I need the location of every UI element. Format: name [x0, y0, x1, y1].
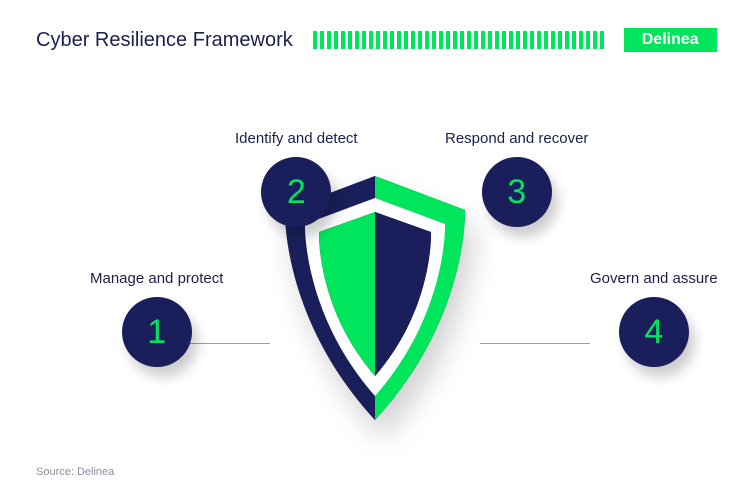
connector-line — [480, 343, 590, 344]
step-number-badge: 1 — [122, 297, 192, 367]
step-number-badge: 2 — [261, 157, 331, 227]
framework-step-1: Manage and protect 1 — [90, 270, 223, 367]
diagram-canvas: Manage and protect 1 Identify and detect 2 R… — [0, 60, 750, 500]
step-number-badge: 4 — [619, 297, 689, 367]
page-title: Cyber Resilience Framework — [36, 29, 293, 52]
framework-step-2: Identify and detect 2 — [235, 130, 358, 227]
step-label: Govern and assure — [590, 270, 718, 287]
step-label: Identify and detect — [235, 130, 358, 147]
header: Cyber Resilience Framework Delinea — [0, 0, 750, 52]
framework-step-4: Govern and assure 4 — [590, 270, 718, 367]
step-label: Respond and recover — [445, 130, 588, 147]
step-number-badge: 3 — [482, 157, 552, 227]
barcode-decoration — [313, 31, 604, 49]
source-attribution: Source: Delinea — [36, 466, 114, 478]
brand-badge: Delinea — [624, 28, 717, 52]
framework-step-3: Respond and recover 3 — [445, 130, 588, 227]
step-label: Manage and protect — [90, 270, 223, 287]
